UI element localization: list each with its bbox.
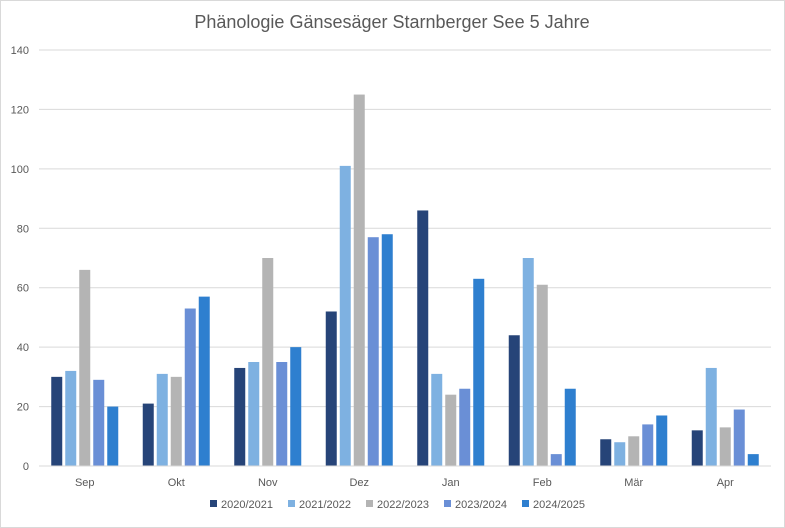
y-tick-label: 20 [17,402,29,414]
bar-jan-2023-2024 [459,388,471,466]
legend-label: 2023/2024 [455,499,507,511]
gridlines [39,49,771,408]
legend-label: 2020/2021 [221,499,273,511]
y-tick-label: 100 [11,164,29,176]
legend-label: 2022/2023 [377,499,429,511]
bar-feb-2021-2022 [522,258,534,466]
bar-feb-2024-2025 [564,388,576,466]
bar-apr-2020-2021 [691,430,703,466]
x-tick-label: Mär [624,477,643,489]
bar-apr-2021-2022 [705,367,717,466]
bar-dez-2020-2021 [325,311,337,466]
bar-mär-2024-2025 [656,415,668,466]
y-tick-label: 140 [11,45,29,57]
x-tick-label: Apr [717,477,734,489]
legend: 2020/2021 2021/2022 2022/2023 2023/2024 2024… [210,499,585,511]
bar-jan-2024-2025 [473,278,485,466]
bar-dez-2021-2022 [339,165,351,466]
x-tick-label: Sep [75,477,95,489]
bar-nov-2020-2021 [234,367,246,466]
bar-apr-2024-2025 [747,454,759,466]
legend-swatch [444,500,451,507]
bar-mär-2021-2022 [614,442,626,466]
bar-jan-2022-2023 [445,394,457,466]
bar-sep-2022-2023 [79,269,91,466]
x-tick-label: Okt [168,477,185,489]
x-tick-label: Nov [258,477,278,489]
legend-label: 2021/2022 [299,499,351,511]
legend-swatch [522,500,529,507]
bar-okt-2023-2024 [184,308,196,466]
y-tick-label: 80 [17,223,29,235]
bar-feb-2023-2024 [550,454,562,466]
x-tick-label: Jan [442,477,460,489]
legend-swatch [366,500,373,507]
y-tick-label: 120 [11,104,29,116]
bar-sep-2020-2021 [51,376,63,466]
bar-jan-2020-2021 [417,210,429,466]
bar-dez-2024-2025 [381,234,393,466]
bar-nov-2021-2022 [248,362,260,466]
bar-okt-2022-2023 [170,376,182,466]
bars [51,94,759,467]
bar-dez-2023-2024 [367,237,379,466]
bar-dez-2022-2023 [353,94,365,467]
bar-nov-2022-2023 [262,258,274,466]
bar-feb-2020-2021 [508,335,520,466]
bar-sep-2023-2024 [93,379,105,466]
bar-jan-2021-2022 [431,373,443,466]
x-tick-label: Feb [533,477,552,489]
bar-okt-2020-2021 [142,403,154,466]
bar-mär-2020-2021 [600,439,612,466]
bar-feb-2022-2023 [536,284,548,466]
legend-swatch [210,500,217,507]
bar-mär-2022-2023 [628,436,640,466]
legend-swatch [288,500,295,507]
bar-nov-2023-2024 [276,362,288,466]
y-tick-label: 40 [17,342,29,354]
y-axis-tick-labels: 0 20 40 60 80 100 120 140 [11,45,29,473]
bar-apr-2022-2023 [719,427,731,466]
bar-nov-2024-2025 [290,347,302,466]
chart-title: Phänologie Gänsesäger Starnberger See 5 … [194,12,589,32]
bar-okt-2024-2025 [198,296,210,466]
bar-okt-2021-2022 [156,373,168,466]
legend-label: 2024/2025 [533,499,585,511]
bar-sep-2024-2025 [107,406,119,466]
y-tick-label: 60 [17,283,29,295]
y-tick-label: 0 [23,461,29,473]
x-tick-label: Dez [349,477,369,489]
bar-apr-2023-2024 [733,409,745,466]
bar-sep-2021-2022 [65,370,77,466]
x-axis-tick-labels: Sep Okt Nov Dez Jan Feb Mär Apr [75,477,734,489]
bar-mär-2023-2024 [642,424,654,466]
